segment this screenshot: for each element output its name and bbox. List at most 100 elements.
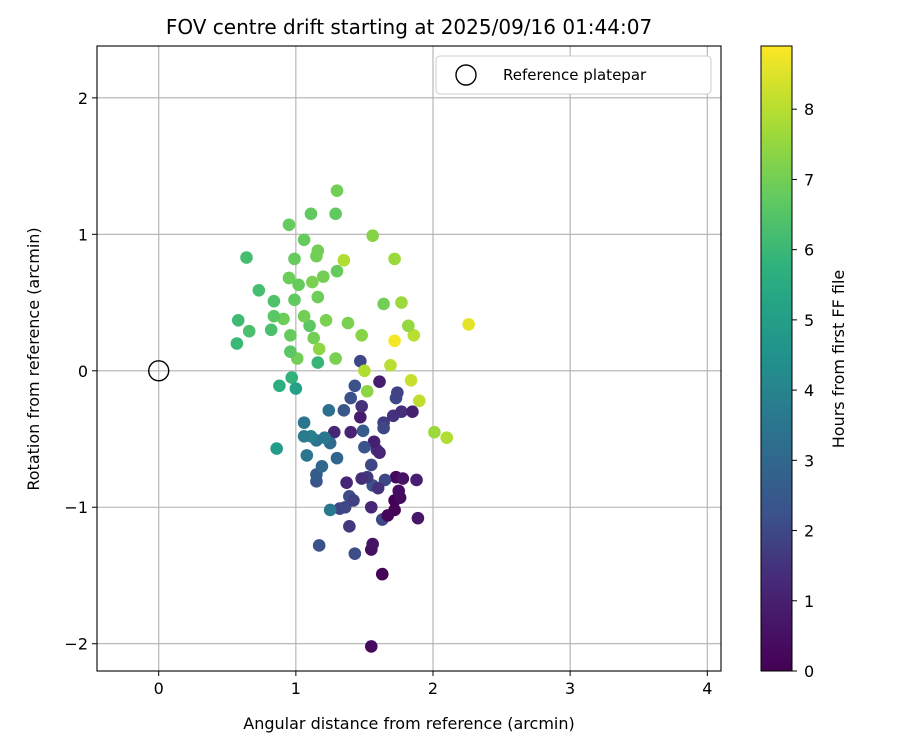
data-point <box>329 207 342 221</box>
data-point <box>327 425 341 439</box>
data-point <box>367 435 381 449</box>
data-point <box>270 442 283 455</box>
colorbar-gradient <box>760 45 793 672</box>
data-point <box>230 337 244 350</box>
data-points <box>230 184 475 653</box>
data-point <box>355 472 368 485</box>
colorbar: 0 1 2 3 4 5 6 7 8 Hours from first FF file <box>760 45 848 681</box>
data-point <box>358 440 371 454</box>
data-point <box>364 458 378 472</box>
data-point <box>277 312 290 326</box>
legend-box <box>435 55 712 95</box>
data-point <box>392 484 406 498</box>
data-point <box>231 313 245 327</box>
data-point <box>329 352 342 365</box>
data-point <box>395 405 408 419</box>
data-point <box>311 290 325 304</box>
x-tick-label: 4 <box>702 679 712 698</box>
data-point <box>428 425 441 439</box>
y-axis-label: Rotation from reference (arcmin) <box>24 227 43 490</box>
data-point <box>388 252 401 266</box>
data-point <box>388 503 401 517</box>
data-point <box>377 421 390 435</box>
data-point <box>330 451 344 465</box>
colorbar-tick-label: 3 <box>804 451 814 470</box>
data-point <box>391 386 404 399</box>
x-tick-label: 2 <box>428 679 438 698</box>
x-tick-label: 3 <box>565 679 575 698</box>
data-point <box>284 345 297 358</box>
colorbar-tick-label: 6 <box>804 241 814 260</box>
data-point <box>354 354 367 368</box>
data-point <box>340 476 353 489</box>
data-point <box>341 316 355 330</box>
data-point <box>337 253 351 267</box>
data-point <box>366 229 379 242</box>
legend-marker-icon <box>455 64 477 86</box>
data-point <box>240 251 253 264</box>
data-point <box>411 511 425 525</box>
data-point <box>297 309 311 323</box>
data-point <box>252 283 266 297</box>
data-point <box>312 539 326 552</box>
colorbar-ticks: 0 1 2 3 4 5 6 7 8 <box>792 100 814 681</box>
y-tick-label: 2 <box>78 89 88 108</box>
data-point <box>267 309 281 323</box>
data-point <box>355 329 368 342</box>
reference-platepar-marker <box>148 360 170 382</box>
data-point <box>282 218 296 232</box>
data-point <box>273 379 286 393</box>
data-point <box>311 244 325 257</box>
data-point <box>323 503 337 517</box>
chart-title: FOV centre drift starting at 2025/09/16 … <box>166 15 652 39</box>
data-point <box>344 391 358 405</box>
data-point <box>371 481 385 495</box>
data-point <box>306 275 319 289</box>
data-point <box>354 410 367 424</box>
data-point <box>307 331 320 345</box>
colorbar-tick-label: 5 <box>804 311 814 330</box>
data-point <box>242 324 256 338</box>
data-point <box>343 520 356 533</box>
data-point <box>297 233 311 247</box>
colorbar-tick-label: 2 <box>804 522 814 541</box>
data-point <box>440 431 454 444</box>
data-point <box>344 425 358 439</box>
data-point <box>373 375 386 388</box>
data-point <box>410 473 423 487</box>
data-point <box>347 494 360 507</box>
reference-marker-layer <box>148 360 170 382</box>
data-point <box>375 567 389 581</box>
data-point <box>289 382 303 395</box>
x-tick-label: 0 <box>154 679 164 698</box>
data-point <box>358 364 371 378</box>
data-point <box>337 404 351 417</box>
data-point <box>322 404 336 417</box>
data-point <box>373 446 386 459</box>
y-tick-label: 1 <box>78 225 88 244</box>
axis-ticks: 0 1 2 3 4 −2 −1 0 1 2 <box>64 89 712 698</box>
data-point <box>297 416 311 429</box>
data-point <box>316 270 330 283</box>
colorbar-tick-label: 4 <box>804 381 814 400</box>
data-point <box>284 329 297 342</box>
grid <box>97 46 721 671</box>
data-point <box>384 359 397 372</box>
data-point <box>330 264 344 278</box>
colorbar-tick-label: 0 <box>804 662 814 681</box>
data-point <box>348 379 362 393</box>
data-point <box>366 537 379 551</box>
y-tick-label: −1 <box>64 498 88 517</box>
data-point <box>312 342 326 356</box>
x-tick-label: 1 <box>291 679 301 698</box>
colorbar-label: Hours from first FF file <box>829 270 848 449</box>
x-axis-label: Angular distance from reference (arcmin) <box>243 714 574 733</box>
data-point <box>303 319 316 333</box>
plot-area-frame <box>96 45 722 672</box>
legend: Reference platepar <box>435 55 712 95</box>
data-point <box>388 334 401 348</box>
data-point <box>412 394 426 408</box>
data-point <box>319 313 333 327</box>
colorbar-tick-label: 8 <box>804 100 814 119</box>
